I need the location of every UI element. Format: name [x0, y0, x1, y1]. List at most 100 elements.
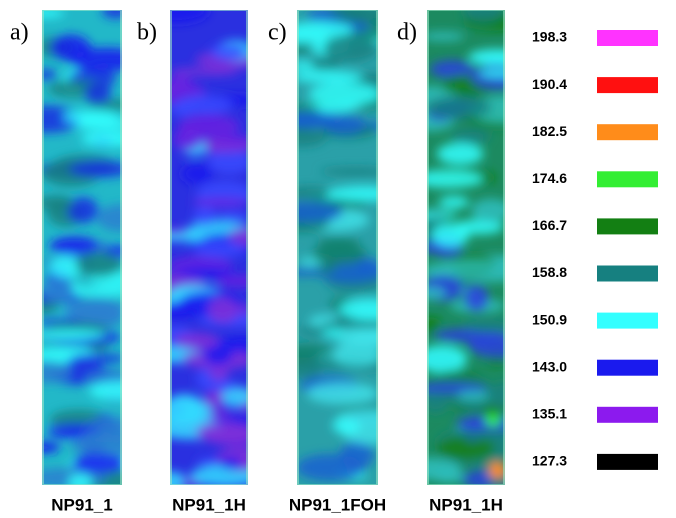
heatmap-blob [427, 31, 465, 41]
heatmap-blob [228, 227, 248, 246]
heatmap-blob [427, 317, 442, 335]
heatmap-blob [436, 435, 495, 461]
heatmap-blob [217, 457, 243, 469]
heatmap-blob [42, 195, 74, 211]
heatmap-blob [332, 344, 378, 366]
heatmap-blob [69, 160, 122, 178]
heatmap-blob [355, 257, 377, 273]
heatmap-blob [84, 82, 112, 104]
heatmap-blob [170, 67, 239, 76]
heatmap-blob [208, 296, 238, 324]
heatmap-blob [438, 196, 469, 209]
heatmap-blob [193, 205, 217, 226]
legend-label: 174.6 [532, 170, 567, 186]
heatmap-texture [42, 10, 122, 485]
heatmap-blob [297, 21, 354, 38]
heatmap-blob [427, 169, 483, 188]
heatmap-blob [330, 10, 378, 19]
heatmap-blob [321, 319, 378, 329]
panel-caption: NP91_1FOH [289, 495, 386, 514]
heatmap-blob [297, 111, 345, 128]
heatmap-blob [101, 10, 122, 19]
heatmap-blob [42, 329, 106, 340]
heatmap-blob [74, 285, 122, 297]
legend-swatch [597, 218, 658, 235]
legend-swatch [597, 406, 658, 423]
heatmap-blob [42, 360, 73, 384]
heatmap-blob [170, 10, 210, 24]
heatmap-panel [427, 10, 505, 485]
heatmap-blob [427, 383, 488, 394]
heatmap-blob [221, 386, 248, 406]
heatmap-blob [450, 128, 491, 145]
heatmap-blob [181, 163, 214, 185]
heatmap-blob [96, 204, 122, 232]
heatmap-blob [308, 82, 378, 106]
heatmap-blob [170, 233, 206, 242]
heatmap-blob [42, 441, 61, 454]
heatmap-blob [217, 211, 248, 222]
panel-caption: NP91_1H [172, 495, 246, 514]
heatmap-blob [320, 167, 378, 176]
heatmap-panel [170, 10, 248, 485]
heatmap-blob [468, 333, 505, 358]
heatmap-blob [468, 49, 505, 66]
legend-label: 135.1 [532, 406, 567, 422]
heatmap-blob [63, 297, 122, 324]
heatmap-blob [175, 266, 235, 278]
legend-label: 158.8 [532, 264, 567, 280]
legend-label: 182.5 [532, 123, 567, 139]
heatmap-blob [431, 223, 470, 248]
heatmap-blob [81, 130, 122, 147]
heatmap-blob [463, 10, 504, 23]
heatmap-texture [170, 10, 248, 485]
panel-edge [427, 10, 505, 485]
panel-edge [297, 10, 378, 485]
heatmap-blob [485, 414, 501, 426]
heatmap-blob [323, 35, 378, 62]
panel-edge [42, 10, 122, 485]
heatmap-blob [49, 256, 82, 279]
heatmap-blob [297, 128, 327, 147]
heatmap-blob [214, 275, 248, 288]
legend-swatch [597, 77, 658, 94]
panel-caption: NP91_1H [429, 495, 503, 514]
legend-swatch [597, 265, 658, 282]
legend-swatch [597, 30, 658, 46]
heatmap-blob [427, 286, 447, 300]
heatmap-blob [68, 47, 122, 72]
legend-label: 127.3 [532, 453, 567, 469]
heatmap-blob [427, 95, 492, 120]
heatmap-panel [42, 10, 122, 485]
heatmap-blob [440, 260, 503, 271]
panel-letter: c) [268, 20, 287, 46]
heatmap-blob [196, 421, 248, 444]
legend-label: 198.3 [532, 29, 567, 45]
heatmap-blob [209, 43, 248, 60]
heatmap-blob [488, 462, 505, 478]
heatmap-blob [297, 453, 366, 482]
legend-swatch [597, 453, 658, 470]
heatmap-blob [75, 251, 122, 278]
heatmap-blob [427, 457, 462, 480]
panel-letter: a) [10, 20, 29, 46]
heatmap-blob [170, 394, 205, 422]
heatmap-blob [306, 382, 378, 405]
panel-edge [170, 10, 248, 485]
heatmap-blob [488, 381, 505, 409]
heatmap-blob [42, 69, 58, 80]
heatmap-blob [173, 127, 202, 151]
heatmap-blob [463, 284, 489, 312]
heatmap-blob [338, 408, 378, 424]
legend-swatch [597, 359, 658, 376]
heatmap-blob [42, 10, 65, 18]
heatmap-blob [471, 198, 505, 223]
legend-swatch [597, 171, 658, 188]
heatmap-blob [191, 197, 248, 207]
heatmap-texture [427, 10, 505, 485]
heatmap-blob [216, 135, 248, 146]
panel-caption: NP91_1 [51, 495, 112, 514]
heatmap-blob [429, 60, 474, 79]
heatmap-blob [327, 185, 378, 202]
